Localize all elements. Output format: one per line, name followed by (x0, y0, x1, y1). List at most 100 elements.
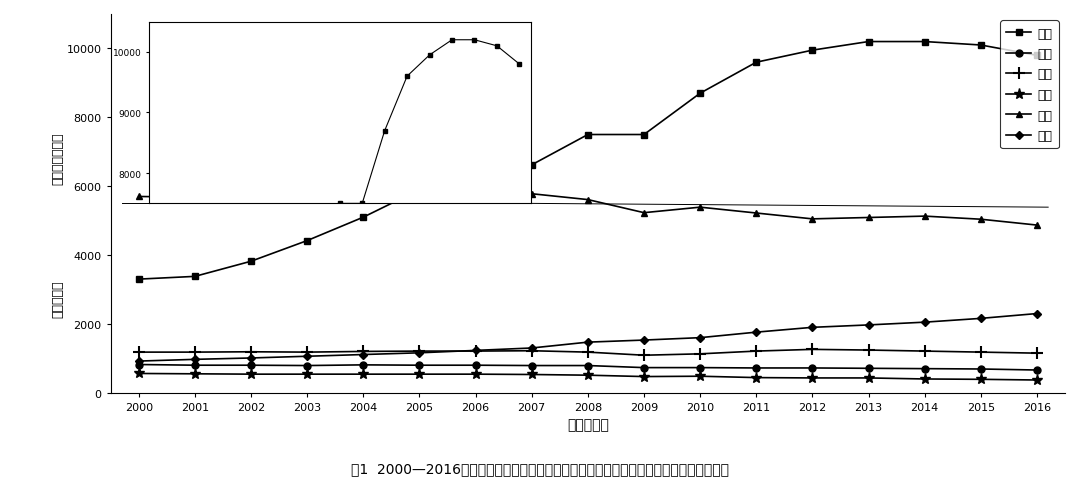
日本 (188, 349, 201, 355)
德国 (862, 366, 875, 372)
美国 (918, 214, 931, 219)
印度 (581, 339, 594, 345)
日本 (356, 349, 369, 355)
美国 (581, 197, 594, 203)
英国 (244, 372, 257, 377)
日本 (1030, 350, 1043, 356)
美国 (750, 211, 762, 216)
美国 (525, 192, 538, 197)
日本 (525, 348, 538, 354)
英国 (693, 373, 706, 379)
英国 (300, 372, 313, 377)
印度 (188, 357, 201, 362)
Text: 图1  2000—2016年中国、德国、日本、英国、美国、印度二氧化碳排放量及对数分析情况: 图1 2000—2016年中国、德国、日本、英国、美国、印度二氧化碳排放量及对数… (351, 461, 729, 475)
美国 (862, 215, 875, 221)
Line: 德国: 德国 (135, 361, 1040, 374)
Line: 中国: 中国 (135, 39, 1040, 283)
印度 (918, 320, 931, 325)
德国 (413, 362, 426, 368)
英国 (356, 372, 369, 377)
英国 (133, 371, 146, 377)
印度 (525, 346, 538, 351)
印度 (300, 354, 313, 360)
印度 (750, 330, 762, 336)
英国 (413, 372, 426, 377)
英国 (974, 377, 987, 383)
Text: 二氧化碳排放量: 二氧化碳排放量 (52, 132, 65, 185)
德国 (244, 362, 257, 368)
中国 (750, 60, 762, 66)
Text: （百万咀）: （百万咀） (52, 280, 65, 317)
德国 (300, 363, 313, 369)
中国 (862, 39, 875, 45)
德国 (469, 362, 482, 368)
德国 (356, 362, 369, 368)
德国 (133, 362, 146, 368)
美国 (693, 205, 706, 211)
中国 (918, 39, 931, 45)
英国 (637, 374, 650, 380)
日本 (918, 348, 931, 354)
日本 (469, 348, 482, 354)
日本 (300, 349, 313, 355)
中国 (525, 163, 538, 168)
日本 (806, 347, 819, 352)
德国 (693, 365, 706, 371)
中国 (356, 215, 369, 221)
英国 (469, 372, 482, 377)
中国 (244, 259, 257, 264)
英国 (1030, 377, 1043, 383)
美国 (637, 210, 650, 216)
中国 (806, 48, 819, 54)
美国 (244, 195, 257, 201)
Line: 印度: 印度 (136, 311, 1040, 364)
英国 (581, 372, 594, 378)
美国 (413, 192, 426, 198)
中国 (413, 187, 426, 193)
日本 (750, 348, 762, 354)
Line: 英国: 英国 (133, 368, 1042, 386)
日本 (974, 349, 987, 355)
德国 (525, 363, 538, 369)
美国 (356, 193, 369, 199)
印度 (806, 325, 819, 331)
美国 (188, 195, 201, 201)
印度 (413, 350, 426, 356)
中国 (1030, 53, 1043, 59)
Legend: 中国, 德国, 日本, 英国, 美国, 印度: 中国, 德国, 日本, 英国, 美国, 印度 (1000, 21, 1058, 149)
日本 (862, 348, 875, 353)
中国 (469, 169, 482, 175)
德国 (750, 365, 762, 371)
Line: 日本: 日本 (133, 344, 1042, 361)
印度 (1030, 311, 1043, 317)
德国 (1030, 367, 1043, 373)
德国 (974, 366, 987, 372)
印度 (974, 316, 987, 322)
美国 (974, 217, 987, 223)
美国 (300, 196, 313, 202)
德国 (188, 362, 201, 368)
印度 (862, 323, 875, 328)
中国 (637, 132, 650, 138)
美国 (806, 216, 819, 222)
美国 (469, 193, 482, 199)
印度 (244, 355, 257, 361)
美国 (133, 194, 146, 200)
印度 (693, 335, 706, 341)
中国 (581, 132, 594, 138)
日本 (581, 349, 594, 355)
德国 (806, 365, 819, 371)
印度 (133, 359, 146, 364)
X-axis label: 时间（年）: 时间（年） (567, 418, 609, 432)
中国 (188, 274, 201, 280)
英国 (750, 375, 762, 381)
日本 (133, 349, 146, 355)
英国 (525, 372, 538, 378)
中国 (693, 91, 706, 97)
印度 (469, 348, 482, 354)
英国 (862, 375, 875, 381)
日本 (244, 349, 257, 355)
中国 (974, 43, 987, 49)
印度 (637, 337, 650, 343)
中国 (300, 238, 313, 244)
